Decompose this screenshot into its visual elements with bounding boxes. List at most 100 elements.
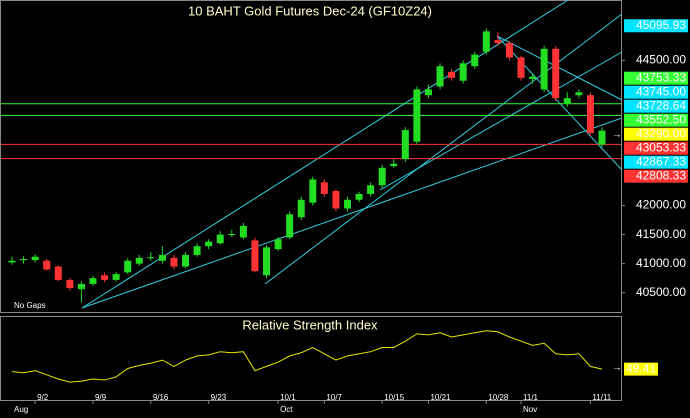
x-tick-label: 10/7	[326, 393, 342, 402]
candle-body	[297, 199, 305, 218]
y-tick-label: 41500.00	[636, 227, 686, 241]
candle-body	[540, 48, 548, 90]
candle-body	[43, 260, 51, 270]
candle-body	[448, 72, 456, 78]
note: No Gaps	[14, 301, 46, 310]
candle-body	[182, 254, 190, 267]
candle-body	[158, 254, 166, 261]
candle-body	[147, 257, 155, 259]
level-label-bg	[624, 71, 688, 85]
y-tick-label: 41000.00	[636, 256, 686, 270]
level-label: 42867.33	[636, 154, 686, 168]
x-tick-label: 10/1	[280, 393, 296, 402]
candle-body	[112, 274, 120, 280]
arrow: →	[612, 363, 622, 374]
candle-body	[563, 98, 571, 104]
candle-body	[401, 130, 409, 160]
candle-body	[424, 89, 432, 96]
x-sublabel: Oct	[280, 405, 293, 414]
candle-body	[494, 40, 502, 43]
y-tick-label: 40500.00	[636, 285, 686, 299]
arrow: →	[612, 130, 622, 141]
level-label-bg	[624, 127, 688, 141]
candle-body	[274, 239, 282, 250]
candle-body	[343, 199, 351, 209]
candle-body	[216, 234, 224, 244]
x-tick-label: 9/16	[153, 393, 169, 402]
rsi-label-bg	[624, 362, 658, 376]
level-label-bg	[624, 85, 688, 99]
candle-body	[355, 193, 363, 200]
candle-body	[239, 225, 247, 238]
candle-body	[251, 240, 259, 272]
trendline	[264, 13, 623, 285]
candle-body	[320, 182, 328, 194]
rsi-label: 49.41	[626, 361, 656, 375]
level-label-bg	[624, 99, 688, 113]
level-label: 43552.50	[636, 112, 686, 126]
candle-body	[170, 257, 178, 267]
trendline	[496, 35, 623, 101]
candle-body	[101, 275, 109, 280]
candle-body	[135, 257, 143, 264]
candle-body	[378, 167, 386, 186]
rsi-panel	[0, 316, 622, 401]
y-tick-label: 42000.00	[636, 198, 686, 212]
level-label-bg	[624, 155, 688, 169]
candle-body	[228, 234, 236, 236]
level-label-bg	[624, 19, 688, 33]
price-panel	[0, 0, 622, 313]
candle-body	[552, 48, 560, 99]
candle-body	[193, 246, 201, 255]
candle-body	[205, 241, 213, 247]
level-label-bg	[624, 113, 688, 127]
candle-body	[575, 92, 583, 96]
level-label: 43753.33	[636, 70, 686, 84]
chart-title: 10 BAHT Gold Futures Dec-24 (GF10Z24)	[188, 3, 432, 18]
x-tick-label: 10/15	[384, 393, 405, 402]
level-label: 42808.33	[636, 168, 686, 182]
candle-body	[20, 258, 28, 261]
candle-body	[77, 283, 85, 290]
candle-body	[517, 57, 525, 78]
candle-body	[332, 191, 340, 209]
candle-body	[390, 163, 398, 167]
x-tick-label: 10/28	[488, 393, 509, 402]
candle-body	[66, 279, 74, 289]
x-sublabel: Nov	[523, 405, 537, 414]
trendline	[379, 51, 623, 191]
candle-body	[436, 66, 444, 87]
trendline	[81, 0, 569, 309]
x-tick-label: 10/21	[430, 393, 451, 402]
candle-body	[54, 266, 62, 280]
candle-body	[459, 63, 467, 81]
candle-body	[31, 256, 39, 261]
level-label: 43290.00	[636, 126, 686, 140]
x-tick-label: 9/9	[95, 393, 107, 402]
candle-body	[263, 247, 271, 276]
candle-body	[286, 214, 294, 238]
candle-body	[482, 31, 490, 52]
candle-body	[586, 95, 594, 133]
x-tick-label: 9/23	[211, 393, 227, 402]
level-label: 43728.64	[636, 98, 686, 112]
rsi-line	[11, 330, 603, 383]
x-tick-label: 11/11	[592, 393, 611, 402]
x-sublabel: Aug	[14, 405, 28, 414]
x-tick-label: 11/1	[523, 393, 539, 402]
candle-body	[309, 179, 317, 203]
level-label: 45095.93	[636, 18, 686, 32]
candle-body	[471, 54, 479, 67]
trendline	[81, 117, 623, 309]
trendline	[496, 35, 623, 171]
candle-body	[598, 130, 606, 145]
level-label-bg	[624, 141, 688, 155]
rsi-title: Relative Strength Index	[242, 317, 378, 332]
trendlines	[81, 0, 623, 309]
candle-body	[505, 42, 513, 58]
candle-body	[124, 260, 132, 273]
candle-body	[367, 185, 375, 194]
candle-body	[413, 89, 421, 142]
candle-body	[8, 260, 16, 263]
